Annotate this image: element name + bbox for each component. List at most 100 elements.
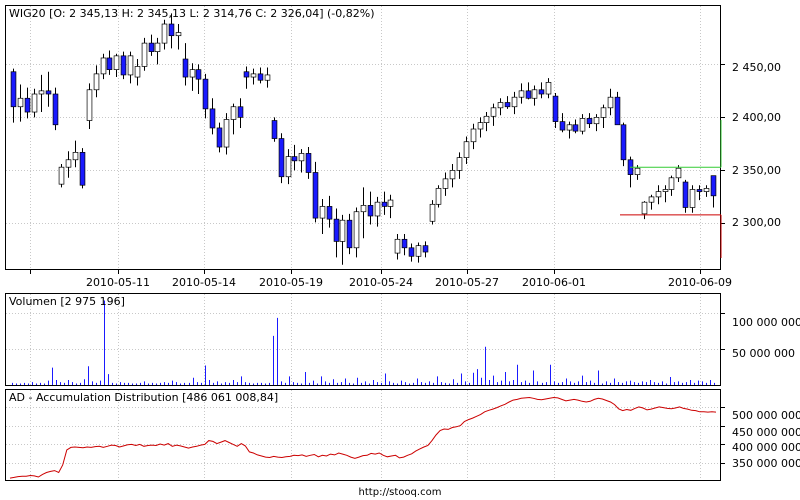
candle-body	[353, 211, 360, 249]
candle-body	[545, 82, 552, 95]
price-header: WIG20 [O: 2 345,13 H: 2 345,13 L: 2 314,…	[9, 7, 375, 20]
candle-body	[100, 57, 107, 75]
candle-body	[394, 238, 401, 254]
candle-body	[161, 23, 168, 44]
candle-body	[305, 153, 312, 173]
candle-body	[552, 95, 559, 122]
candle-body	[230, 106, 237, 120]
candle-body	[559, 121, 566, 131]
candle-body	[586, 118, 593, 125]
candle-body	[154, 42, 161, 52]
price-y-tick: 2 400,00	[732, 111, 781, 124]
volume-y-tick: 50 000 000	[732, 347, 795, 360]
candle-body	[243, 71, 250, 78]
candle-body	[648, 196, 655, 203]
candle-body	[195, 69, 202, 80]
candle-body	[106, 57, 113, 70]
candle-body	[209, 108, 216, 129]
candle-body	[346, 219, 353, 249]
candle-body	[511, 96, 518, 108]
candle-body	[175, 32, 182, 37]
candle-body	[483, 115, 490, 124]
candle-body	[477, 122, 484, 130]
candle-body	[682, 181, 689, 208]
ad-y-tick: 450 000 000	[732, 426, 800, 439]
ad-line	[9, 396, 717, 479]
candle-body	[65, 159, 72, 168]
candle-body	[319, 206, 326, 219]
candle-body	[367, 205, 374, 217]
x-tick-label: 2010-06-01	[522, 276, 586, 289]
ad-y-tick: 350 000 000	[732, 457, 800, 470]
candle-body	[31, 93, 38, 113]
candle-body	[189, 69, 196, 78]
candle-body	[566, 124, 573, 131]
candle-body	[45, 90, 52, 95]
candle-body	[17, 97, 24, 108]
candle-body	[333, 218, 340, 242]
price-y-tick: 2 450,00	[732, 61, 781, 74]
candle-body	[113, 55, 120, 70]
candle-body	[250, 73, 257, 78]
ad-header: AD - Accumulation Distribution [486 061 …	[9, 391, 278, 404]
ad-y-tick: 400 000 000	[732, 441, 800, 454]
candle-body	[312, 172, 319, 219]
candle-body	[257, 73, 264, 81]
candle-body	[703, 188, 710, 192]
candlestick-series	[10, 13, 717, 265]
candle-body	[490, 107, 497, 117]
candle-body	[148, 42, 155, 52]
candle-body	[24, 97, 31, 113]
candle-body	[168, 23, 175, 37]
x-tick-label: 2010-05-27	[435, 276, 499, 289]
price-y-tick: 2 300,00	[732, 216, 781, 229]
candle-body	[401, 238, 408, 249]
candle-body	[668, 177, 675, 190]
candle-body	[387, 199, 394, 207]
candle-body	[360, 205, 367, 213]
x-tick-label: 2010-05-14	[172, 276, 236, 289]
x-tick-label: 2010-06-09	[668, 276, 732, 289]
x-tick-label: 2010-05-24	[349, 276, 413, 289]
candle-body	[285, 156, 292, 178]
volume-grid	[6, 294, 725, 385]
candle-body	[374, 201, 381, 217]
candle-body	[696, 189, 703, 192]
candle-body	[463, 141, 470, 158]
candle-body	[531, 89, 538, 99]
candle-body	[93, 73, 100, 91]
candle-body	[600, 107, 607, 118]
candle-body	[429, 203, 436, 222]
candle-body	[72, 151, 79, 161]
candle-body	[607, 96, 614, 109]
candle-body	[216, 127, 223, 148]
candle-body	[572, 124, 579, 132]
candle-body	[10, 71, 17, 108]
candle-body	[593, 117, 600, 125]
volume-panel-frame	[5, 293, 721, 386]
candle-body	[326, 206, 333, 220]
candle-body	[456, 157, 463, 171]
candle-body	[518, 90, 525, 98]
candle-body	[264, 74, 271, 81]
candle-body	[237, 106, 244, 118]
candle-body	[381, 201, 388, 207]
candle-body	[58, 166, 65, 185]
footer-link[interactable]: http://stooq.com	[359, 487, 442, 498]
candle-body	[620, 124, 627, 161]
ad-y-tick: 500 000 000	[732, 409, 800, 422]
candle-body	[675, 167, 682, 179]
candle-body	[127, 55, 134, 76]
volume-header: Volumen [2 975 196]	[9, 295, 125, 308]
candle-body	[422, 245, 429, 253]
candle-body	[182, 58, 189, 78]
candle-body	[271, 120, 278, 139]
candle-body	[415, 245, 422, 257]
candle-body	[655, 191, 662, 198]
ad-panel-frame	[5, 389, 721, 481]
candle-body	[339, 219, 346, 242]
x-tick-label: 2010-05-11	[86, 276, 150, 289]
candle-body	[442, 178, 449, 189]
ad-grid	[6, 390, 725, 480]
